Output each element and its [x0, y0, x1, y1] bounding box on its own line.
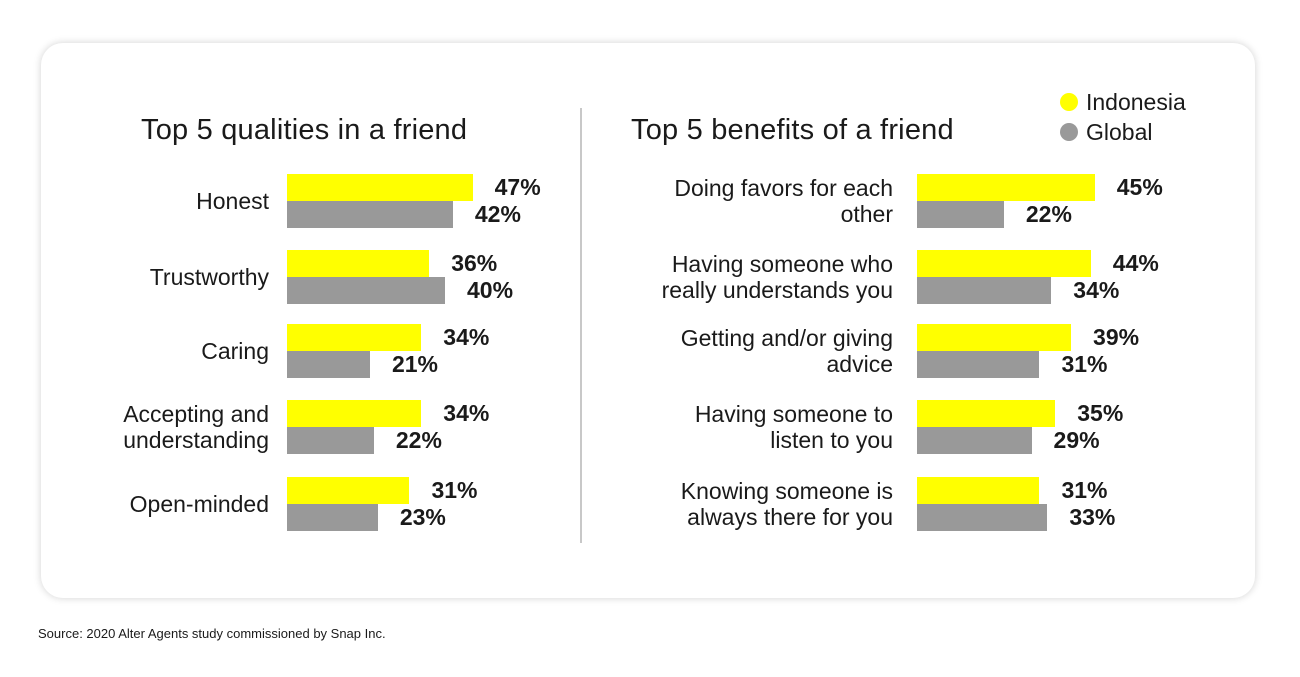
bar-global [917, 201, 1004, 228]
category-label-line: always there for you [687, 504, 893, 530]
data-label: 22% [1025, 201, 1072, 227]
left-chart-title: Top 5 qualities in a friend [141, 114, 468, 146]
category-label-line: advice [826, 351, 893, 377]
legend-item-indonesia: Indonesia [1060, 87, 1186, 117]
category-label: Having someone to listen to you [695, 401, 893, 453]
category-label-line: Having someone to [694, 401, 893, 427]
category-label: Doing favors for each other [674, 175, 893, 227]
data-label: 42% [474, 201, 521, 227]
data-label: 34% [1073, 277, 1120, 303]
category-label-line: Having someone who [671, 251, 893, 277]
data-label: 29% [1053, 427, 1100, 453]
category-label-line: Doing favors for each [674, 175, 893, 201]
bar-global [287, 201, 453, 228]
legend: Indonesia Global [1060, 87, 1186, 147]
legend-item-global: Global [1060, 117, 1186, 147]
bar-global [917, 504, 1048, 531]
data-label: 23% [399, 504, 446, 530]
category-label-line: really understands you [661, 277, 893, 303]
data-label: 31% [1061, 351, 1108, 377]
category-label: Knowing someone is always there for you [681, 478, 893, 530]
bar-global [287, 277, 445, 304]
legend-dot-global [1060, 123, 1078, 141]
bar-indonesia [287, 400, 422, 427]
category-label: Caring [201, 338, 269, 364]
category-label: Getting and/or giving advice [681, 325, 893, 377]
data-label: 33% [1069, 504, 1116, 530]
bar-indonesia [917, 250, 1091, 277]
category-label-line: Getting and/or giving [680, 325, 893, 351]
legend-dot-indonesia [1060, 93, 1078, 111]
category-label-line: listen to you [770, 427, 893, 453]
category-label: Having someone who really understands you [662, 251, 893, 303]
bar-global [917, 427, 1032, 454]
bar-indonesia [917, 400, 1056, 427]
bar-global [917, 277, 1052, 304]
data-label: 22% [395, 427, 442, 453]
category-label-line: Open-minded [129, 491, 269, 517]
data-label: 35% [1077, 400, 1124, 426]
legend-label-indonesia: Indonesia [1086, 88, 1186, 115]
category-label: Accepting and understanding [123, 401, 269, 453]
legend-label-global: Global [1086, 118, 1153, 145]
bar-indonesia [287, 250, 430, 277]
right-chart-title: Top 5 benefits of a friend [631, 114, 954, 146]
chart-card [41, 43, 1255, 598]
data-label: 34% [443, 324, 490, 350]
data-label: 40% [467, 277, 514, 303]
category-label-line: Trustworthy [149, 264, 269, 290]
category-label: Honest [196, 188, 269, 214]
bar-indonesia [917, 477, 1040, 504]
category-label: Trustworthy [150, 264, 269, 290]
category-label-line: Knowing someone is [680, 478, 893, 504]
category-label: Open-minded [130, 491, 269, 517]
data-label: 21% [391, 351, 438, 377]
data-label: 44% [1112, 250, 1159, 276]
bar-indonesia [917, 174, 1095, 201]
category-label-line: Honest [196, 188, 269, 214]
data-label: 45% [1116, 174, 1163, 200]
data-label: 31% [431, 477, 478, 503]
bar-indonesia [287, 174, 473, 201]
category-label-line: Accepting and [123, 401, 269, 427]
data-label: 39% [1093, 324, 1140, 350]
bar-indonesia [287, 324, 422, 351]
bar-indonesia [287, 477, 410, 504]
category-label-line: Caring [201, 338, 269, 364]
category-label-line: understanding [123, 427, 269, 453]
bar-global [287, 427, 374, 454]
data-label: 47% [494, 174, 541, 200]
panel-divider [580, 108, 582, 543]
bar-global [287, 351, 370, 378]
data-label: 31% [1061, 477, 1108, 503]
source-note: Source: 2020 Alter Agents study commissi… [38, 626, 386, 641]
bar-global [287, 504, 378, 531]
bar-global [917, 351, 1040, 378]
data-label: 34% [443, 400, 490, 426]
bar-indonesia [917, 324, 1072, 351]
category-label-line: other [840, 201, 893, 227]
data-label: 36% [451, 250, 498, 276]
